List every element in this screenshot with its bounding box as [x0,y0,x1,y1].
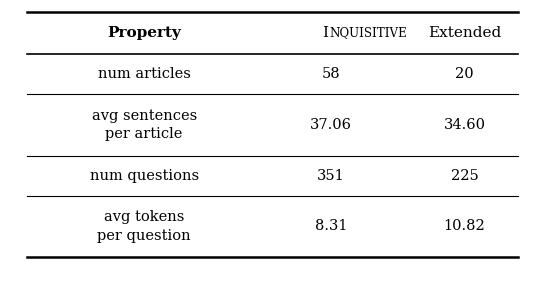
Text: 37.06: 37.06 [310,118,352,132]
Text: 58: 58 [322,67,340,81]
Text: num questions: num questions [90,168,199,183]
Text: I: I [323,26,328,40]
Text: Property: Property [107,26,181,40]
Text: NQUISITIVE: NQUISITIVE [329,26,407,40]
Text: 10.82: 10.82 [444,219,485,233]
Text: Extended: Extended [428,26,501,40]
Text: num articles: num articles [98,67,191,81]
Text: 351: 351 [317,168,345,183]
Text: avg tokens
per question: avg tokens per question [97,210,191,243]
Text: 34.60: 34.60 [444,118,485,132]
Text: 225: 225 [451,168,478,183]
Text: avg sentences
per article: avg sentences per article [91,108,197,141]
Text: 8.31: 8.31 [315,219,347,233]
Text: 20: 20 [456,67,474,81]
